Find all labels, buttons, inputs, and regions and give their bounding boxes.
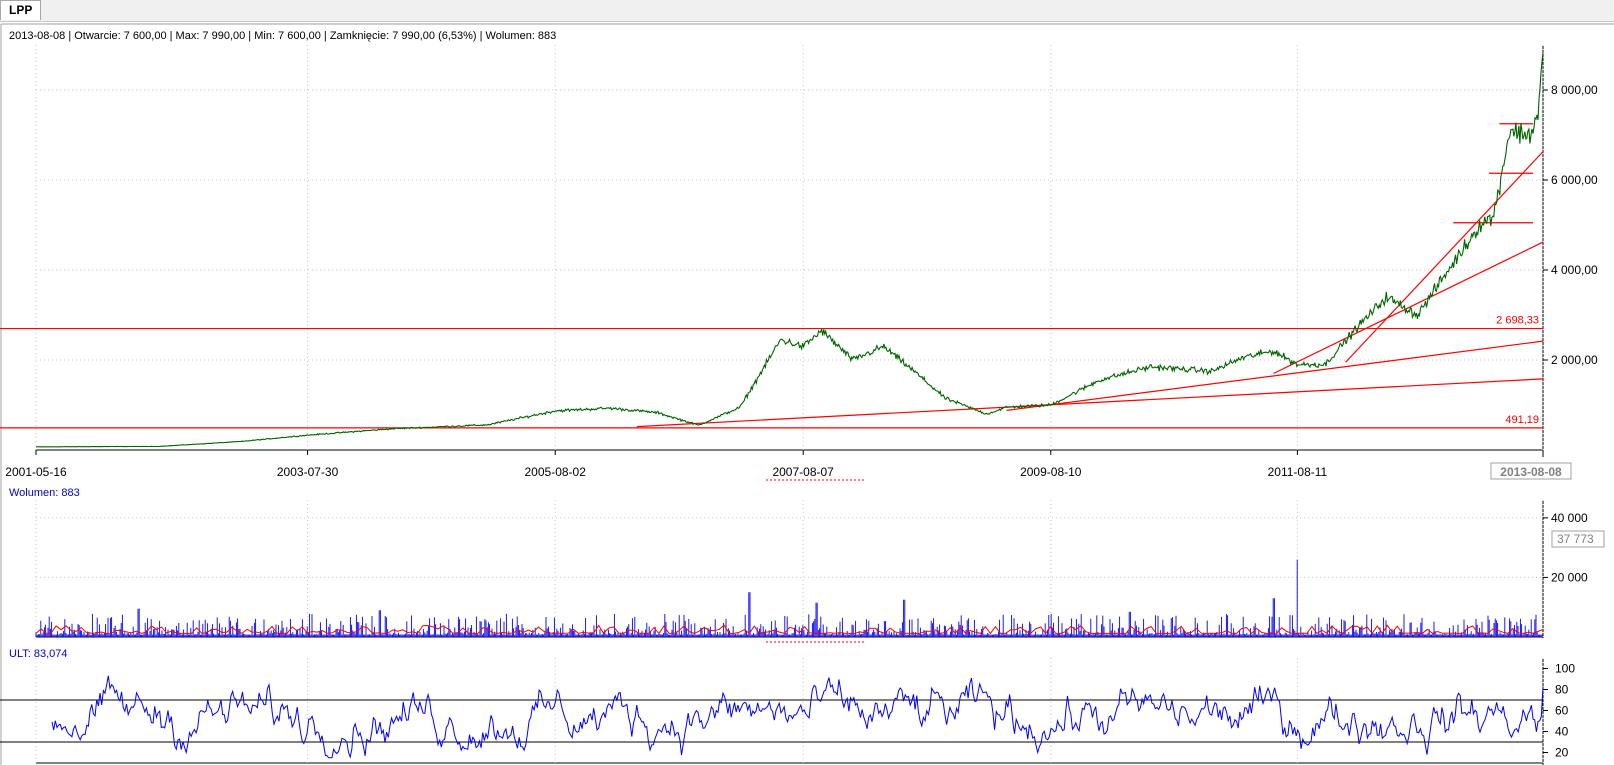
axis-ticks: 2001-05-16 2003-07-30 2005-08-02 2007-08-07…: [5, 83, 1598, 760]
ult-label: ULT: 83,074: [9, 648, 68, 660]
y-tick-label: 8 000,00: [1551, 83, 1598, 97]
x-tick-label: 2011-08-11: [1268, 465, 1328, 479]
trend-line[interactable]: [1345, 151, 1544, 363]
trend-lines: 2 698,33 491,19: [0, 123, 1544, 429]
y-tick-label: 6 000,00: [1551, 173, 1598, 187]
y-tick-label: 40 000: [1551, 511, 1588, 525]
x-tick-label: 2007-08-07: [772, 465, 834, 479]
x-tick-label: 2009-08-10: [1020, 465, 1082, 479]
x-current-date-box: [1490, 462, 1572, 480]
x-tick-label: 2003-07-30: [277, 465, 339, 479]
y-tick-label: 40: [1555, 725, 1569, 739]
trend-line[interactable]: [636, 378, 1544, 428]
ult-line: [51, 675, 1544, 759]
tab-lpp[interactable]: LPP: [0, 0, 42, 20]
volume-average-line: [35, 624, 1544, 635]
x-tick-label: 2013-08-08: [1500, 465, 1562, 479]
price-series: [36, 51, 1544, 448]
y-tick-label: 20: [1555, 746, 1569, 760]
y-tick-label: 20 000: [1551, 570, 1588, 584]
grid-lines: [35, 45, 1544, 763]
y-tick-label: 2 000,00: [1551, 353, 1598, 367]
volume-bars: [35, 559, 1543, 637]
trend-line[interactable]: [1006, 340, 1544, 411]
volume-series: [35, 559, 1544, 637]
x-tick-label: 2001-05-16: [5, 465, 67, 479]
volume-value-box: [1551, 530, 1605, 548]
volume-current-value: 37 773: [1557, 532, 1594, 546]
level-label: 2 698,33: [1496, 315, 1539, 327]
y-tick-label: 80: [1555, 683, 1569, 697]
price-line: [36, 51, 1544, 448]
panel-frames: [0, 23, 1614, 765]
trend-line[interactable]: [1273, 241, 1544, 375]
ohlc-info-line: 2013-08-08 | Otwarcie: 7 600,00 | Max: 7…: [9, 30, 556, 42]
ult-series: [0, 675, 1544, 759]
volume-label: Wolumen: 883: [9, 487, 80, 499]
level-label: 491,19: [1505, 414, 1539, 426]
y-tick-label: 60: [1555, 704, 1569, 718]
y-tick-label: 4 000,00: [1551, 263, 1598, 277]
y-tick-label: 100: [1555, 662, 1575, 676]
tab-bar: LPP: [0, 0, 1614, 22]
x-tick-label: 2005-08-02: [525, 465, 587, 479]
